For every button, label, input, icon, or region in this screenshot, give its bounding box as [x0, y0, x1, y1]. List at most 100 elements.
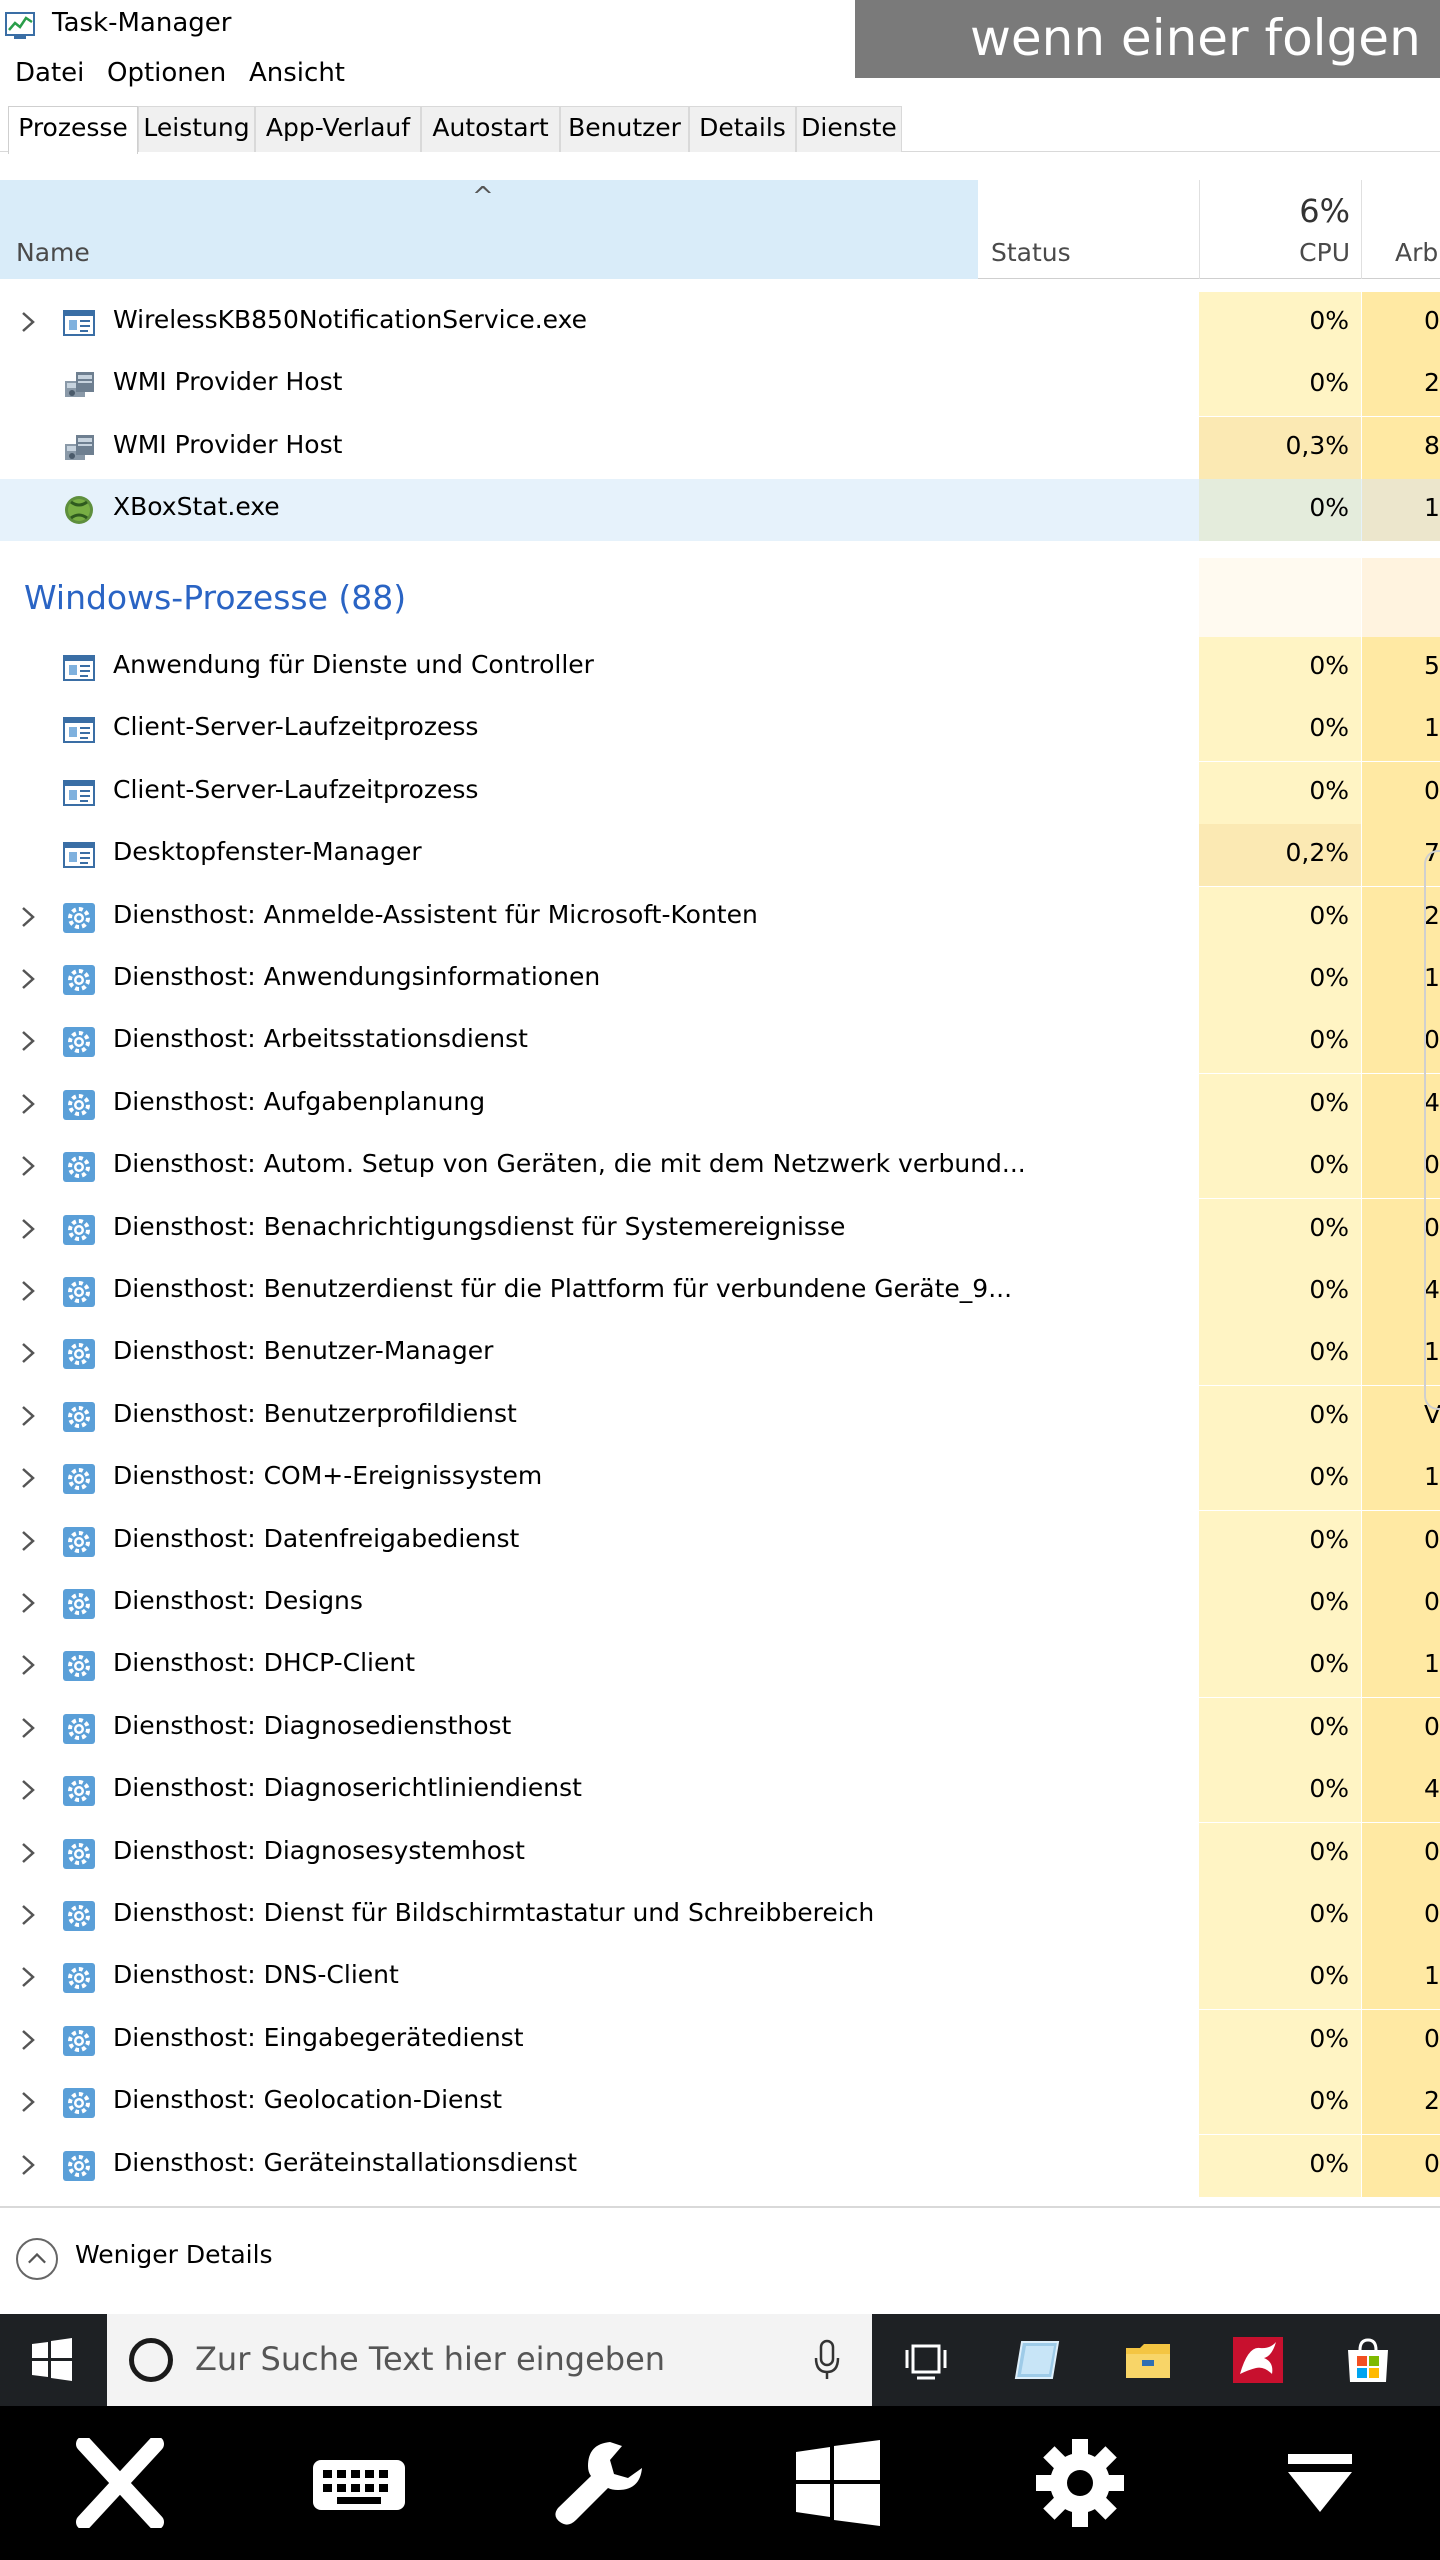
- chevron-right-icon[interactable]: [14, 1836, 42, 1870]
- table-row[interactable]: Diensthost: Eingabegerätedienst 0% 0: [0, 2009, 1440, 2072]
- tab-details[interactable]: Details: [689, 106, 796, 152]
- status-column-header[interactable]: Status: [991, 238, 1071, 267]
- chevron-right-icon[interactable]: [14, 1087, 42, 1121]
- cpu-value: 0%: [1309, 1711, 1349, 1741]
- dragon-app-icon[interactable]: [1230, 2334, 1286, 2386]
- table-row[interactable]: Diensthost: Diagnosediensthost 0% 0: [0, 1697, 1440, 1760]
- microphone-icon[interactable]: [812, 2338, 842, 2382]
- table-row[interactable]: Diensthost: DHCP-Client 0% 1: [0, 1635, 1440, 1698]
- table-row[interactable]: Diensthost: Benutzerdienst für die Platt…: [0, 1261, 1440, 1323]
- tab-dienste[interactable]: Dienste: [796, 106, 902, 152]
- name-column-header[interactable]: ^ Name: [0, 180, 978, 279]
- chevron-right-icon[interactable]: [14, 1711, 42, 1745]
- search-input[interactable]: Zur Suche Text hier eingeben: [107, 2314, 872, 2406]
- column-divider[interactable]: [1361, 180, 1362, 279]
- chevron-right-icon[interactable]: [14, 1960, 42, 1994]
- chevron-right-icon[interactable]: [14, 1898, 42, 1932]
- cpu-cell: [1199, 416, 1361, 479]
- table-row[interactable]: Diensthost: COM+-Ereignissystem 0% 1: [0, 1448, 1440, 1511]
- menu-ansicht[interactable]: Ansicht: [249, 58, 346, 88]
- menu-optionen[interactable]: Optionen: [107, 58, 227, 88]
- dropdown-triangle-icon[interactable]: [1270, 2438, 1370, 2528]
- tab-benutzer[interactable]: Benutzer: [560, 106, 689, 152]
- chevron-right-icon[interactable]: [14, 2148, 42, 2182]
- column-header: ^ Name Status 6% CPU Arb: [0, 180, 1440, 279]
- group-header-windows-processes[interactable]: Windows-Prozesse (88): [0, 558, 1440, 638]
- windows-icon[interactable]: [788, 2438, 888, 2528]
- memory-value: 0: [1424, 1899, 1440, 1928]
- memory-value: 2: [1424, 368, 1440, 398]
- table-row[interactable]: Diensthost: Geräteinstallationsdienst 0% 0: [0, 2134, 1440, 2197]
- task-view-icon[interactable]: [903, 2338, 949, 2382]
- chevron-up-circle-icon[interactable]: [16, 2238, 58, 2280]
- memory-cell: [1362, 1261, 1440, 1323]
- table-row[interactable]: WMI Provider Host 0% 2: [0, 354, 1440, 417]
- chevron-right-icon[interactable]: [14, 900, 42, 934]
- menu-datei[interactable]: Datei: [15, 58, 85, 88]
- table-row[interactable]: Diensthost: Diagnosesystemhost 0% 0: [0, 1822, 1440, 1885]
- cpu-column-header[interactable]: CPU: [1299, 238, 1350, 267]
- chevron-right-icon[interactable]: [14, 1524, 42, 1558]
- table-row[interactable]: Diensthost: Diagnoserichtliniendienst 0% 4…: [0, 1760, 1440, 1823]
- chevron-right-icon[interactable]: [14, 1461, 42, 1495]
- wrench-icon[interactable]: [548, 2438, 648, 2528]
- memory-cell: [1362, 1510, 1440, 1573]
- file-explorer-icon[interactable]: [1120, 2334, 1176, 2386]
- table-row[interactable]: Diensthost: Benutzerprofildienst 0% V: [0, 1385, 1440, 1448]
- table-row[interactable]: Diensthost: Benutzer-Manager 0% 1: [0, 1323, 1440, 1386]
- table-row[interactable]: Diensthost: Aufgabenplanung 0% 4: [0, 1073, 1440, 1136]
- chevron-right-icon[interactable]: [14, 1024, 42, 1058]
- column-divider[interactable]: [1199, 180, 1200, 279]
- tab-prozesse[interactable]: Prozesse: [8, 106, 138, 154]
- process-name: WMI Provider Host: [113, 429, 343, 459]
- table-row[interactable]: Diensthost: Designs 0% 0: [0, 1573, 1440, 1635]
- cpu-value: 0%: [1309, 2148, 1349, 2178]
- chevron-right-icon[interactable]: [14, 305, 42, 339]
- table-row[interactable]: Client-Server-Laufzeitprozess 0% 1: [0, 699, 1440, 762]
- chevron-right-icon[interactable]: [14, 1149, 42, 1183]
- tab-app-verlauf[interactable]: App-Verlauf: [255, 106, 421, 152]
- table-row[interactable]: Diensthost: Datenfreigabedienst 0% 0: [0, 1510, 1440, 1573]
- chevron-right-icon[interactable]: [14, 2085, 42, 2119]
- tab-autostart[interactable]: Autostart: [421, 106, 560, 152]
- cpu-cell: [1199, 354, 1361, 417]
- table-row[interactable]: Diensthost: Dienst für Bildschirmtastatu…: [0, 1885, 1440, 1947]
- chevron-right-icon[interactable]: [14, 1274, 42, 1308]
- close-icon[interactable]: [70, 2438, 170, 2528]
- cpu-cell: [1199, 1323, 1361, 1386]
- table-row[interactable]: XBoxStat.exe 0% 1: [0, 479, 1440, 542]
- store-icon[interactable]: [1340, 2334, 1396, 2386]
- table-row[interactable]: Anwendung für Dienste und Controller 0% 5: [0, 637, 1440, 699]
- table-row[interactable]: Diensthost: Geolocation-Dienst 0% 2: [0, 2072, 1440, 2135]
- process-name: Client-Server-Laufzeitprozess: [113, 774, 479, 804]
- gear-icon[interactable]: [1030, 2438, 1130, 2528]
- chevron-right-icon[interactable]: [14, 1336, 42, 1370]
- gear-service-icon: [63, 1214, 95, 1245]
- memory-cell: [1362, 416, 1440, 479]
- cpu-value: 0%: [1309, 713, 1349, 743]
- chevron-right-icon[interactable]: [14, 1212, 42, 1246]
- memory-column-header[interactable]: Arb: [1395, 238, 1439, 267]
- tab-leistung[interactable]: Leistung: [138, 106, 255, 152]
- table-row[interactable]: WMI Provider Host 0,3% 8: [0, 416, 1440, 479]
- table-row[interactable]: Diensthost: Autom. Setup von Geräten, di…: [0, 1136, 1440, 1199]
- chevron-right-icon[interactable]: [14, 1773, 42, 1807]
- fewer-details-button[interactable]: Weniger Details: [75, 2240, 273, 2269]
- chevron-right-icon[interactable]: [14, 2023, 42, 2057]
- cortana-icon[interactable]: [129, 2338, 173, 2382]
- table-row[interactable]: Diensthost: Anmelde-Assistent für Micros…: [0, 886, 1440, 949]
- keyboard-icon[interactable]: [309, 2438, 409, 2528]
- notepad-app-icon[interactable]: [1010, 2334, 1066, 2386]
- table-row[interactable]: Diensthost: Arbeitsstationsdienst 0% 0: [0, 1011, 1440, 1074]
- table-row[interactable]: Diensthost: Anwendungsinformationen 0% 1: [0, 949, 1440, 1011]
- table-row[interactable]: Client-Server-Laufzeitprozess 0% 0: [0, 761, 1440, 824]
- table-row[interactable]: Diensthost: Benachrichtigungsdienst für …: [0, 1198, 1440, 1261]
- chevron-right-icon[interactable]: [14, 1399, 42, 1433]
- table-row[interactable]: Diensthost: DNS-Client 0% 1: [0, 1947, 1440, 2010]
- table-row[interactable]: WirelessKB850NotificationService.exe 0% 0: [0, 292, 1440, 354]
- chevron-right-icon[interactable]: [14, 1586, 42, 1620]
- windows-start-icon[interactable]: [26, 2334, 78, 2386]
- chevron-right-icon[interactable]: [14, 962, 42, 996]
- chevron-right-icon[interactable]: [14, 1648, 42, 1682]
